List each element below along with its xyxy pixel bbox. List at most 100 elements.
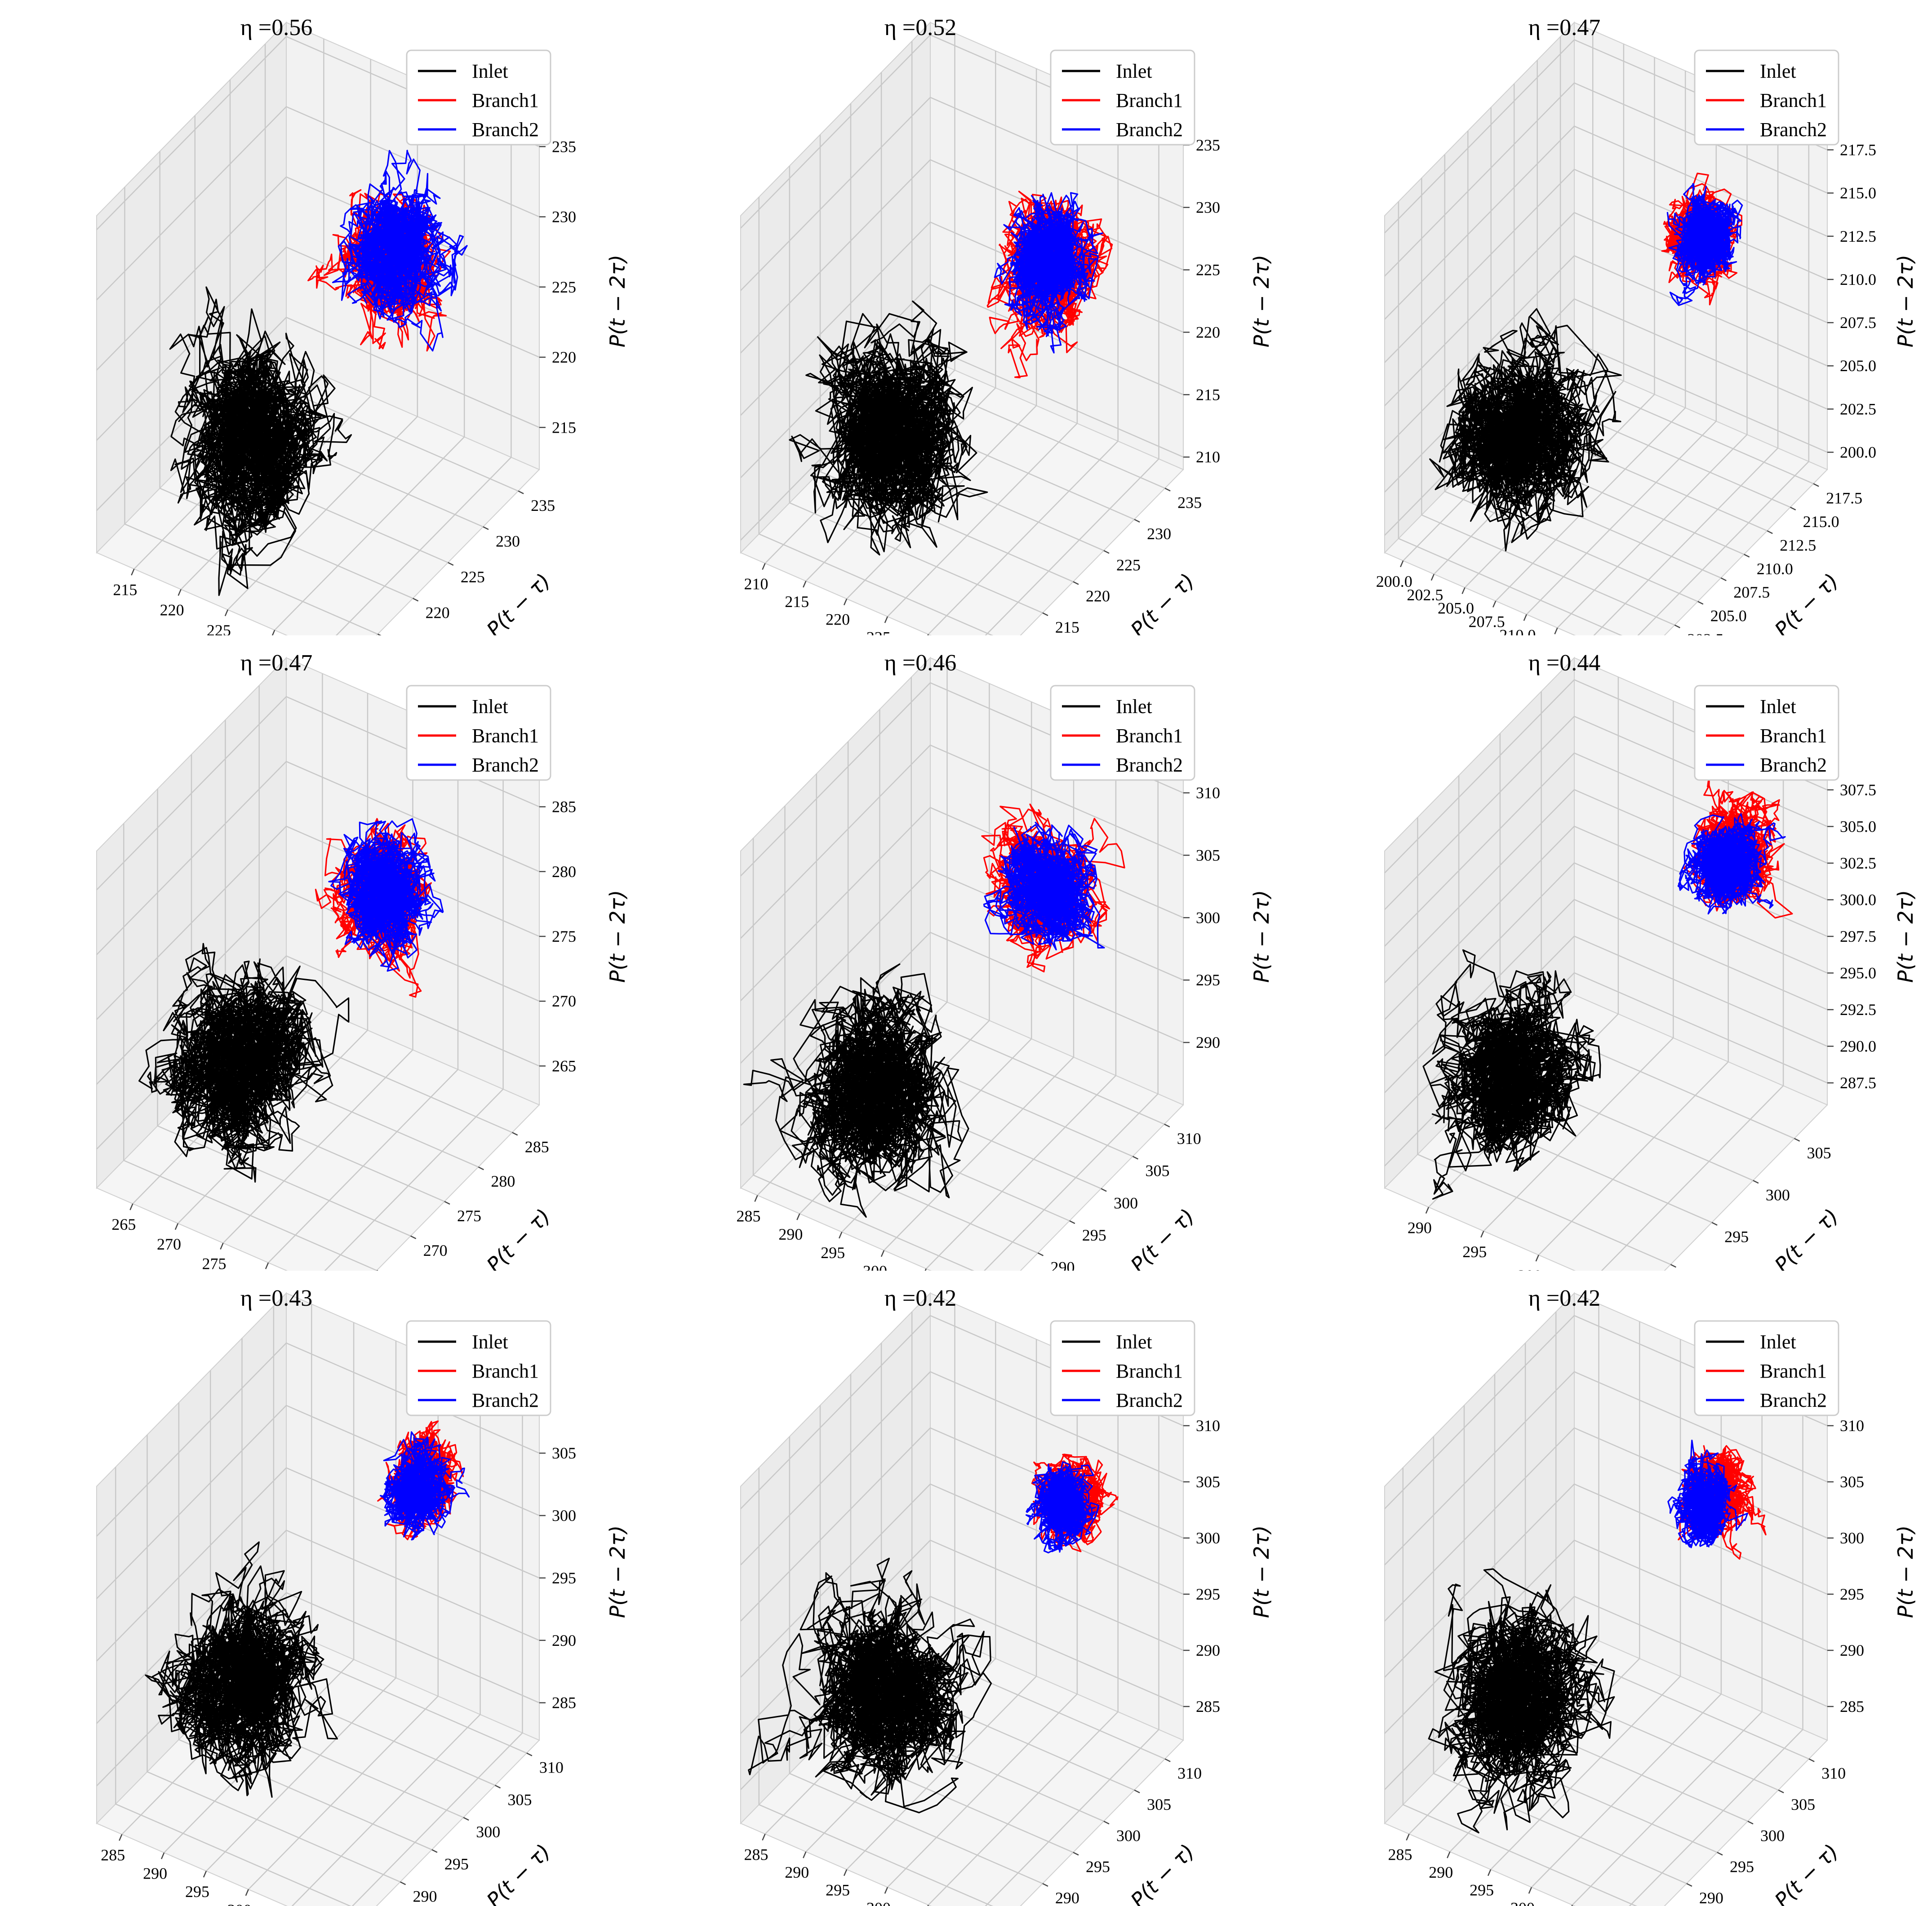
y-tick-label: 212.5 <box>1780 536 1816 554</box>
z-tick-label: 295 <box>1196 1585 1220 1603</box>
series-branch2 <box>1666 183 1743 306</box>
z-gridline <box>740 931 1184 1126</box>
y-tickmark <box>1164 1758 1171 1762</box>
series-inlet <box>1429 308 1622 552</box>
z-tick-label: 290 <box>1840 1641 1864 1659</box>
x-tick-label: 295 <box>826 1881 850 1899</box>
z-gridline <box>1384 125 1828 320</box>
x-tickmark <box>796 1213 800 1220</box>
y-gridline <box>789 166 1043 614</box>
y-axis-label: P(t − τ) <box>482 1839 555 1906</box>
y-tick-label: 207.5 <box>1733 583 1770 601</box>
z-gridline <box>740 221 1184 416</box>
y-tickmark <box>1674 624 1680 629</box>
plot-svg: 200.0202.5205.0207.5210.0212.5215.0217.5… <box>1376 15 1918 635</box>
z-tick-label: 300 <box>1840 1529 1864 1547</box>
legend-label-branch2: Branch2 <box>472 119 539 141</box>
x-tick-label: 300 <box>866 1899 891 1906</box>
z-gridline <box>1384 255 1828 450</box>
z-tick-label: 280 <box>552 863 576 881</box>
z-tick-label: 210.0 <box>1840 270 1876 288</box>
chart-panel-3: 200.0202.5205.0207.5210.0212.5215.0217.5… <box>1288 0 1932 635</box>
z-gridline <box>96 1592 540 1786</box>
y-tickmark <box>494 1785 501 1789</box>
legend-label-inlet: Inlet <box>472 60 508 82</box>
z-gridline <box>96 106 540 301</box>
legend-label-branch1: Branch1 <box>472 89 539 111</box>
z-tick-label: 307.5 <box>1840 781 1876 799</box>
y-axis-label: P(t − τ) <box>1770 1204 1843 1271</box>
legend-box <box>1694 49 1839 146</box>
chart-panel-4: 2652702752802852652702752802852652702752… <box>0 635 644 1271</box>
y-tickmark <box>1686 1883 1692 1887</box>
x-tickmark <box>1535 1254 1539 1262</box>
x-tickmark <box>924 1268 927 1271</box>
z-axis-label: P(t − 2τ) <box>1893 890 1918 983</box>
y-tick-label: 220 <box>426 604 450 622</box>
legend-label-inlet: Inlet <box>1760 1331 1796 1353</box>
x-tick-label: 300 <box>863 1262 887 1271</box>
y-tick-label: 305 <box>1791 1795 1815 1813</box>
z-gridline <box>1384 82 1828 277</box>
y-gridline <box>1402 1467 1638 1906</box>
series-inlet <box>145 1541 338 1798</box>
legend: Inlet Branch1 Branch2 <box>406 1320 551 1416</box>
z-tick-label: 225 <box>1196 261 1220 279</box>
chart-title: η =0.42 <box>1528 1285 1601 1311</box>
y-tickmark <box>478 1166 484 1170</box>
z-tick-label: 305 <box>1840 1473 1864 1491</box>
series-inlet <box>169 286 352 596</box>
z-gridline <box>1384 715 1828 910</box>
z-tick-label: 220 <box>1196 323 1220 341</box>
x-gridline <box>1495 71 1686 602</box>
x-gridline <box>928 104 1119 635</box>
z-axis-label: P(t − 2τ) <box>1249 255 1274 347</box>
z-tick-label: 310 <box>1196 1417 1220 1435</box>
x-tickmark <box>843 1869 848 1876</box>
z-tick-label: 210 <box>1196 448 1220 466</box>
legend-label-branch1: Branch1 <box>1760 1360 1827 1382</box>
z-tick-label: 292.5 <box>1840 1001 1876 1019</box>
trajectories <box>1428 1440 1767 1834</box>
y-tick-label: 225 <box>461 568 485 586</box>
y-tick-label: 290 <box>1683 1270 1707 1271</box>
series-inlet <box>789 300 988 556</box>
z-gridline <box>96 1467 540 1662</box>
chart-title: η =0.47 <box>1528 15 1601 40</box>
y-tick-label: 235 <box>531 496 555 514</box>
trajectories <box>789 191 1113 556</box>
y-tick-label: 295 <box>444 1855 469 1873</box>
x-tick-label: 265 <box>111 1215 136 1233</box>
z-tick-label: 220 <box>552 348 576 366</box>
x-gridline <box>928 1374 1119 1906</box>
z-tick-label: 215 <box>1196 386 1220 403</box>
x-tickmark <box>174 1223 179 1230</box>
y-tickmark <box>1134 519 1140 523</box>
y-tick-label: 310 <box>1177 1130 1201 1148</box>
x-tick-label: 220 <box>826 611 850 629</box>
z-tick-label: 310 <box>1196 784 1220 802</box>
y-gridline <box>789 1436 1043 1884</box>
y-gridline <box>1417 817 1671 1265</box>
z-tick-label: 285 <box>1196 1698 1220 1715</box>
trajectories <box>138 818 444 1183</box>
x-tickmark <box>271 629 275 635</box>
x-gridline <box>1403 30 1594 561</box>
chart-title: η =0.43 <box>240 1285 313 1311</box>
legend: Inlet Branch1 Branch2 <box>406 49 551 146</box>
z-gridline <box>1384 212 1828 406</box>
tick-labels: 2852902953003053102852902953003053102852… <box>101 1444 576 1906</box>
legend: Inlet Branch1 Branch2 <box>1694 1320 1839 1416</box>
x-tick-label: 290 <box>1408 1219 1432 1237</box>
legend: Inlet Branch1 Branch2 <box>406 685 551 781</box>
z-gridline <box>740 744 1184 939</box>
x-gridline <box>884 720 1075 1251</box>
x-tickmark <box>203 1871 207 1878</box>
gridlines <box>1384 30 1828 635</box>
chart-panel-8: 2852902953003053102852902953003053102852… <box>644 1271 1288 1906</box>
x-tick-label: 285 <box>101 1846 125 1864</box>
plot-svg: 2852902953003053102852902953003053102852… <box>740 1285 1274 1906</box>
y-tickmark <box>448 562 454 566</box>
x-tick-label: 200.0 <box>1376 572 1412 590</box>
series-branch2 <box>1677 813 1786 915</box>
